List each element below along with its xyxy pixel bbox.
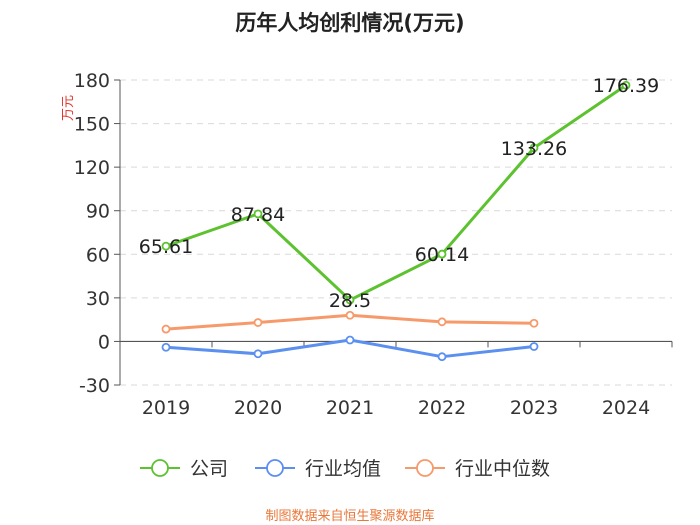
legend-marker-3	[416, 459, 434, 477]
data-point-1-2023	[529, 143, 539, 153]
data-label-2020: 87.84	[231, 204, 285, 226]
series-line-1	[165, 84, 627, 302]
y-tick-label-180: 180	[74, 70, 110, 92]
legend-marker-2	[266, 459, 284, 477]
y-axis-label: 万元	[61, 95, 76, 121]
data-label-2021: 28.5	[329, 290, 371, 312]
y-tick-label-90: 90	[86, 201, 110, 223]
series-2	[161, 335, 539, 362]
legend-label-1: 公司	[190, 458, 228, 480]
legend-label-2: 行业均值	[305, 458, 381, 480]
data-label-2022: 60.14	[415, 244, 469, 266]
chart-title: 历年人均创利情况(万元)	[235, 11, 464, 35]
y-tick-label-60: 60	[86, 244, 110, 266]
data-point-3-2020	[253, 318, 263, 327]
data-point-1-2024	[621, 80, 631, 90]
source-note: 制图数据来自恒生聚源数据库	[265, 508, 434, 524]
x-tick-label-2022: 2022	[418, 397, 466, 419]
data-point-2-2019	[161, 342, 171, 352]
data-point-2-2020	[253, 349, 263, 359]
legend-label-3: 行业中位数	[455, 458, 550, 480]
data-label-2024: 176.39	[593, 75, 659, 97]
x-tick-label-2023: 2023	[510, 397, 558, 419]
data-point-3-2022	[437, 317, 447, 327]
data-point-3-2019	[161, 324, 171, 334]
y-tick-label--30: -30	[79, 375, 110, 397]
series-1	[161, 80, 631, 305]
data-point-2-2021	[345, 335, 355, 345]
data-point-3-2021	[345, 310, 355, 320]
x-tick-label-2019: 2019	[142, 397, 190, 419]
x-tick-label-2021: 2021	[326, 397, 374, 419]
y-tick-label-30: 30	[86, 288, 110, 310]
legend: 公司 行业均值 行业中位数	[140, 458, 550, 480]
data-point-2-2022	[437, 352, 447, 362]
data-point-1-2022	[437, 249, 447, 259]
y-tick-label-150: 150	[74, 114, 110, 136]
data-labels: 65.61 87.84 28.5 60.14 133.26 176.39	[139, 75, 659, 312]
legend-marker-1	[151, 459, 169, 477]
data-point-1-2019	[161, 241, 171, 251]
grid-lines	[120, 79, 672, 386]
data-label-2023: 133.26	[501, 138, 567, 160]
axes: -30 0 30 60 90 120 150 180 2019 2020 2021 2022 2023 2…	[74, 70, 673, 419]
data-point-3-2023	[529, 318, 539, 328]
series-group	[161, 80, 631, 362]
series-3	[161, 310, 539, 334]
data-point-2-2023	[529, 342, 539, 351]
legend-item-3: 行业中位数	[405, 458, 550, 480]
y-tick-label-120: 120	[74, 157, 110, 179]
legend-item-1: 公司	[140, 458, 228, 480]
legend-item-2: 行业均值	[255, 458, 381, 480]
data-label-2019: 65.61	[139, 236, 193, 258]
data-point-1-2020	[253, 209, 263, 219]
y-tick-label-0: 0	[98, 331, 110, 353]
data-point-1-2021	[345, 295, 355, 305]
x-tick-label-2024: 2024	[602, 397, 650, 419]
x-tick-label-2020: 2020	[234, 397, 282, 419]
